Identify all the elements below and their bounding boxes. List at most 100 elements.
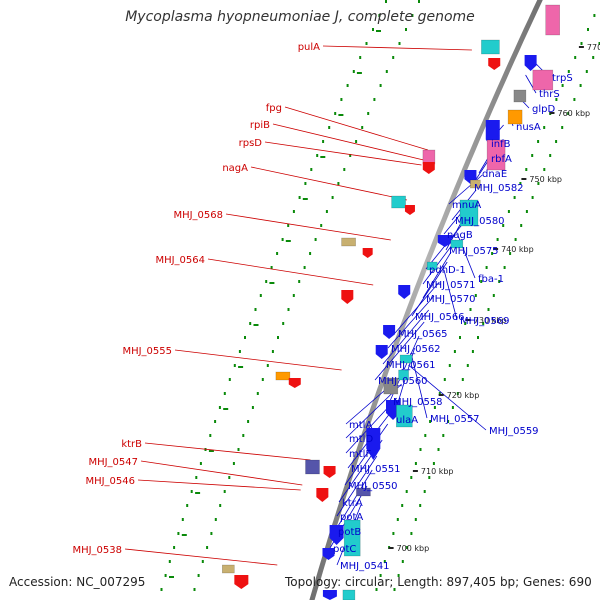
tick-dot: [392, 532, 395, 535]
gene-arrow: [234, 575, 249, 589]
tick-dot: [428, 476, 431, 479]
kbp-tick-mark: [578, 46, 584, 48]
tick-dot: [164, 574, 167, 577]
tick-mark: [169, 576, 174, 578]
gene-block: [356, 487, 371, 497]
tick-dot: [287, 308, 290, 311]
tick-dot: [543, 168, 546, 171]
gene-label-left: rpiB: [250, 120, 270, 131]
tick-dot: [209, 434, 212, 437]
tick-dot: [411, 14, 414, 17]
tick-dot: [443, 378, 446, 381]
tick-dot: [340, 98, 343, 101]
kbp-tick-mark: [549, 112, 555, 114]
tick-dot: [210, 532, 213, 535]
tick-dot: [574, 56, 577, 59]
tick-dot: [459, 336, 461, 339]
tick-dot: [219, 504, 222, 507]
gene-features: [222, 4, 561, 600]
tick-dot: [567, 112, 570, 115]
tick-dot: [405, 28, 407, 31]
tick-dot: [349, 154, 352, 157]
gene-label-right: MHJ_0559: [489, 426, 539, 437]
tick-dot: [491, 252, 494, 255]
gene-block: [343, 519, 361, 557]
tick-dot: [437, 448, 440, 451]
tick-dot: [238, 350, 241, 353]
tick-dot: [587, 28, 589, 31]
tick-dot: [195, 476, 198, 479]
gene-label-right: mnuA: [452, 200, 481, 211]
gene-label-left: MHJ_0547: [88, 457, 138, 468]
tick-dot: [419, 504, 422, 507]
tick-dot: [418, 0, 420, 3]
tick-dot: [432, 462, 435, 465]
tick-dot: [485, 266, 488, 269]
genome-summary-text: Topology: circular; Length: 897,405 bp; …: [285, 575, 592, 589]
gene-label-right: MHJ_0565: [398, 329, 448, 340]
tick-dot: [525, 210, 528, 213]
tick-dot: [598, 42, 600, 45]
tick-dot: [365, 42, 368, 45]
tick-dot: [525, 168, 528, 171]
tick-dot: [593, 14, 596, 17]
gene-arrow: [341, 290, 354, 304]
gene-arrow: [362, 248, 373, 258]
gene-label-right: mtlF: [349, 449, 371, 460]
gene-label-left: nagA: [222, 163, 248, 174]
tick-dot: [379, 84, 382, 87]
tick-dot: [177, 532, 180, 535]
tick-dot: [232, 462, 235, 465]
tick-mark: [238, 366, 244, 368]
gene-block: [391, 195, 406, 209]
tick-dot: [214, 518, 217, 521]
gene-arrow: [329, 525, 344, 545]
gene-label-right: mtlD: [349, 434, 373, 445]
tick-dot: [492, 294, 495, 297]
tick-dot: [304, 182, 307, 185]
tick-dot: [410, 532, 413, 535]
tick-dot: [346, 84, 349, 87]
tick-mark: [338, 114, 344, 116]
gene-label-right: trpS: [552, 73, 573, 84]
tick-dot: [503, 266, 506, 269]
tick-dot: [361, 126, 364, 129]
tick-dot: [579, 84, 582, 87]
gene-label-right: MHJ_0575: [449, 246, 499, 257]
gene-label-left: MHJ_0546: [85, 476, 135, 487]
tick-dot: [378, 14, 381, 17]
tick-dot: [233, 364, 236, 367]
gene-label-right: glpD: [532, 104, 555, 115]
gene-label-right: rbfA: [491, 154, 512, 165]
tick-dot: [451, 406, 454, 409]
tick-dot: [456, 392, 459, 395]
tick-dot: [433, 406, 436, 409]
tick-dot: [555, 98, 558, 101]
gene-block: [507, 109, 523, 125]
gene-arrow: [288, 378, 301, 388]
tick-dot: [237, 448, 240, 451]
gene-label-right: potB: [338, 527, 361, 538]
gene-label-right: MHJ_0541: [340, 561, 390, 572]
tick-dot: [334, 112, 337, 115]
tick-dot: [580, 42, 583, 45]
tick-dot: [471, 350, 474, 353]
gene-label-right: fba-1: [478, 274, 504, 285]
tick-dot: [520, 224, 523, 227]
tick-dot: [287, 224, 290, 227]
tick-mark: [195, 492, 201, 494]
gene-block: [399, 354, 413, 364]
tick-dot: [498, 280, 501, 283]
tick-dot: [509, 252, 512, 255]
kbp-tick-label: 730 kbp: [474, 316, 507, 325]
tick-dot: [359, 56, 362, 59]
tick-dot: [531, 196, 534, 199]
tick-dot: [201, 560, 204, 563]
gene-block: [222, 564, 235, 574]
gene-label-right: thrS: [539, 89, 560, 100]
tick-dot: [352, 70, 355, 73]
gene-label-left: MHJ_0555: [122, 346, 172, 357]
gene-label-right: pdhD-1: [429, 265, 466, 276]
tick-dot: [298, 280, 301, 283]
tick-mark: [356, 72, 362, 74]
